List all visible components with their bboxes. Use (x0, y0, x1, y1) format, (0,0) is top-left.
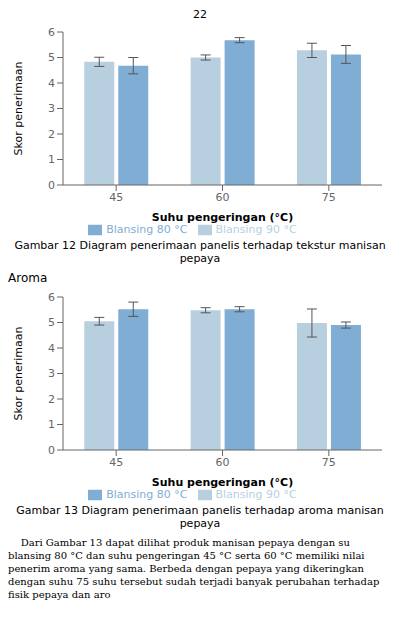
svg-text:45: 45 (109, 191, 123, 204)
html-text:Blansing 80 °C: Blansing 80 °C (106, 488, 188, 501)
html-text:Gambar 12 Diagram penerimaan p: Gambar 12 Diagram penerimaan panelis ter… (14, 239, 386, 265)
svg-text:4: 4 (48, 342, 55, 355)
html-text:22: 22 (193, 8, 207, 21)
svg-text:60: 60 (216, 456, 230, 469)
svg-text:60: 60 (216, 191, 230, 204)
svg-text:3: 3 (48, 367, 55, 380)
svg-text:Suhu pengeringan (°C): Suhu pengeringan (°C) (152, 476, 293, 489)
html-text:Blansing 90 °C: Blansing 90 °C (215, 488, 297, 501)
svg-text:5: 5 (48, 316, 55, 329)
svg-text:Skor penerimaan: Skor penerimaan (12, 327, 25, 421)
html-text:Aroma: Aroma (8, 271, 48, 285)
html-text:Gambar 13 Diagram penerimaan p: Gambar 13 Diagram penerimaan panelis ter… (16, 504, 384, 530)
html-text:Blansing 90 °C: Blansing 90 °C (215, 223, 297, 236)
html-text:Dari Gambar 13 dapat dilihat p: Dari Gambar 13 dapat dilihat produk mani… (8, 537, 383, 600)
svg-text:2: 2 (48, 393, 55, 406)
svg-text:Suhu pengeringan (°C): Suhu pengeringan (°C) (152, 211, 293, 224)
html-text:Blansing 80 °C: Blansing 80 °C (106, 223, 188, 236)
svg-text:0: 0 (48, 444, 55, 457)
svg-text:6: 6 (48, 291, 55, 304)
svg-text:45: 45 (109, 456, 123, 469)
svg-text:Skor penerimaan: Skor penerimaan (12, 62, 25, 156)
svg-text:75: 75 (322, 191, 336, 204)
svg-text:3: 3 (48, 102, 55, 115)
svg-text:1: 1 (48, 153, 55, 166)
svg-text:5: 5 (48, 51, 55, 64)
svg-text:75: 75 (322, 456, 336, 469)
svg-text:2: 2 (48, 128, 55, 141)
svg-text:4: 4 (48, 77, 55, 90)
svg-text:0: 0 (48, 179, 55, 192)
svg-text:1: 1 (48, 418, 55, 431)
svg-text:6: 6 (48, 26, 55, 39)
